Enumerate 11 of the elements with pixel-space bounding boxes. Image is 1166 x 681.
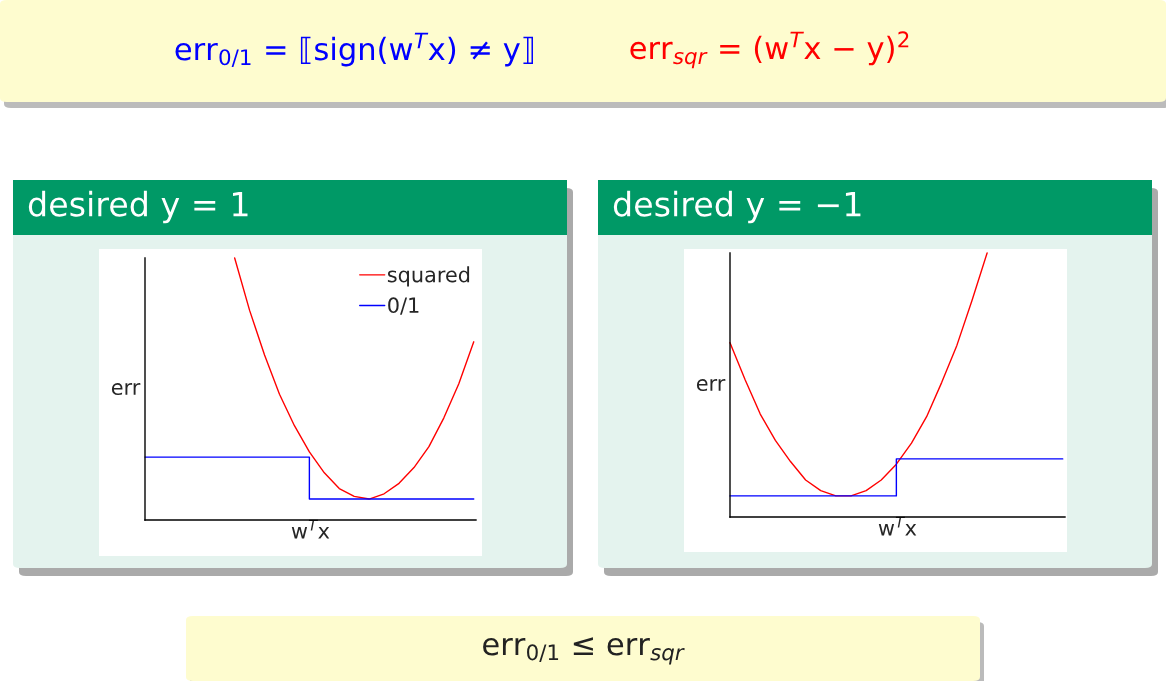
chart-title: desired y = 1 xyxy=(28,190,248,224)
legend-label: squared xyxy=(387,266,470,287)
legend-label: 0/1 xyxy=(388,297,419,315)
text: err$_{sqr}$ = (w$^{T}$x − y)$^{2}$ xyxy=(630,31,909,69)
text: err$_{0/1}$ = ⟦sign(w$^{T}$x) ≠ y⟧ xyxy=(175,32,533,68)
x-axis-title: w$^{T}$x xyxy=(291,519,330,539)
y-axis-title: err xyxy=(111,383,141,396)
x-axis-title: w$^{T}$x xyxy=(878,516,917,536)
y-axis-title: err xyxy=(696,379,726,392)
chart-title: desired y = −1 xyxy=(613,190,861,224)
text: err$_{0/1}$ ≤ err$_{sqr}$ xyxy=(483,637,685,665)
